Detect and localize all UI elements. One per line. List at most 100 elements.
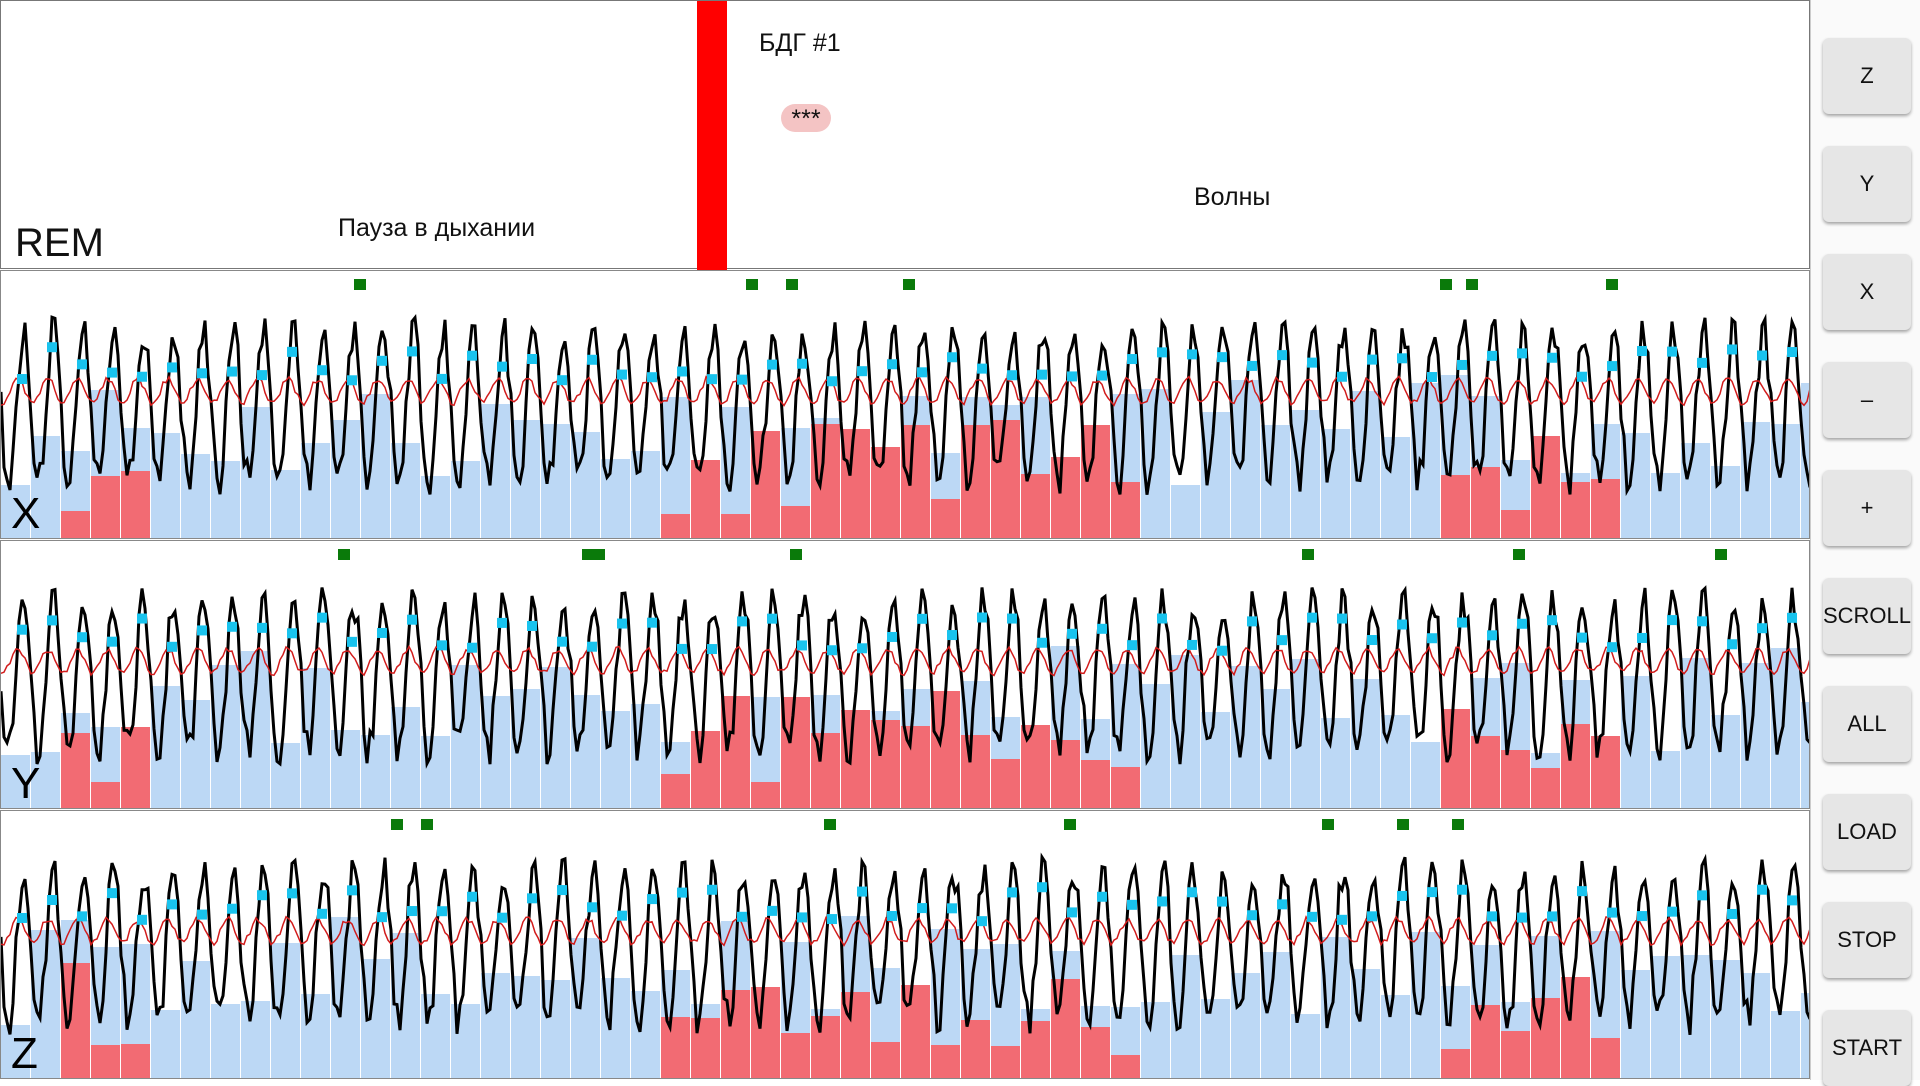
y-peak-marker [887,631,897,642]
zoom-in-button[interactable]: + [1823,470,1911,546]
y-peak-marker [257,622,267,633]
y-button[interactable]: Y [1823,146,1911,222]
z-alert-bar [961,1020,990,1078]
y-peak-marker [1547,615,1557,626]
x-peak-marker [707,374,717,385]
x-level-bar [31,436,60,538]
info-header: БДГ #1 *** Пауза в дыхании Волны REM [0,0,1810,270]
x-alert-bar [931,499,960,538]
y-peak-marker [1007,613,1017,624]
y-level-bar [481,696,510,808]
zoom-out-button[interactable]: – [1823,362,1911,438]
y-alert-bar [781,697,810,808]
x-event-marker [354,279,366,290]
x-level-bar [1681,443,1710,538]
scroll-button[interactable]: SCROLL [1823,578,1911,654]
z-event-marker [1397,819,1409,830]
z-event-marker [391,819,403,830]
y-peak-marker [1457,617,1467,628]
stop-button[interactable]: STOP [1823,902,1911,978]
z-peak-marker [1247,910,1257,921]
y-peak-marker [767,613,777,624]
x-alert-bar [1081,425,1110,538]
x-alert-bar [901,425,930,538]
z-alert-bar [1441,1049,1470,1078]
z-alert-bar [1471,1005,1500,1078]
z-peak-marker [47,895,57,906]
y-peak-marker [1727,639,1737,650]
sleep-stage-label: REM [15,221,104,265]
y-peak-marker [797,640,807,651]
x-peak-marker [1667,346,1677,357]
x-peak-marker [1307,357,1317,368]
z-level-bar [181,961,210,1078]
x-button[interactable]: X [1823,254,1911,330]
x-alert-bar [691,460,720,538]
z-event-marker [1452,819,1464,830]
z-peak-marker [1307,911,1317,922]
z-peak-marker [1217,896,1227,907]
y-peak-marker [1697,616,1707,627]
x-peak-marker [377,355,387,366]
z-event-marker [1322,819,1334,830]
x-peak-marker [1577,371,1587,382]
z-signal-plot [1,819,1809,1078]
y-peak-marker [617,618,627,629]
x-axis-graph: X [0,270,1810,539]
z-peak-marker [1337,914,1347,925]
z-peak-marker [347,885,357,896]
x-level-bar [331,420,360,538]
z-peak-marker [707,884,717,895]
x-level-bar [1171,485,1200,538]
y-event-marker [1513,549,1525,560]
z-button[interactable]: Z [1823,38,1911,114]
y-peak-marker [947,630,957,641]
z-peak-marker [197,909,207,920]
z-peak-marker [1487,911,1497,922]
y-axis-label: Y [11,759,41,808]
x-peak-marker [617,369,627,380]
z-peak-marker [1607,907,1617,918]
z-alert-bar [661,1017,690,1078]
z-peak-marker [1517,912,1527,923]
y-peak-marker [1037,637,1047,648]
x-peak-marker [1007,370,1017,381]
z-peak-marker [1697,890,1707,901]
x-event-marker [746,279,758,290]
y-axis-graph: Y [0,540,1810,809]
z-peak-marker [797,912,807,923]
z-axis-label: Z [11,1029,38,1078]
z-smoothed-line [1,915,1809,947]
x-event-marker [1466,279,1478,290]
y-peak-marker [437,640,447,651]
z-level-bar [151,1010,180,1078]
z-peak-marker [227,903,237,914]
start-button[interactable]: START [1823,1010,1911,1086]
x-level-bar [271,470,300,538]
all-button[interactable]: ALL [1823,686,1911,762]
z-peak-marker [1787,895,1797,906]
load-button[interactable]: LOAD [1823,794,1911,870]
x-peak-marker [1487,350,1497,361]
x-peak-marker [947,352,957,363]
z-peak-marker [1037,882,1047,893]
x-peak-marker [1457,359,1467,370]
z-peak-marker [887,910,897,921]
y-peak-marker [917,613,927,624]
y-alert-bar [661,774,690,808]
z-level-bar [1681,955,1710,1078]
x-signal-plot [1,279,1809,538]
x-peak-marker [1727,344,1737,355]
y-peak-marker [467,642,477,653]
y-peak-marker [1277,635,1287,646]
x-peak-marker [917,367,927,378]
y-event-marker [338,549,350,560]
x-peak-marker [737,374,747,385]
z-peak-marker [1547,911,1557,922]
x-alert-bar [121,471,150,538]
y-peak-marker [1667,615,1677,626]
y-peak-marker [1247,616,1257,627]
x-level-bar [421,476,450,538]
x-peak-marker [1217,352,1227,363]
z-alert-bar [721,990,750,1078]
